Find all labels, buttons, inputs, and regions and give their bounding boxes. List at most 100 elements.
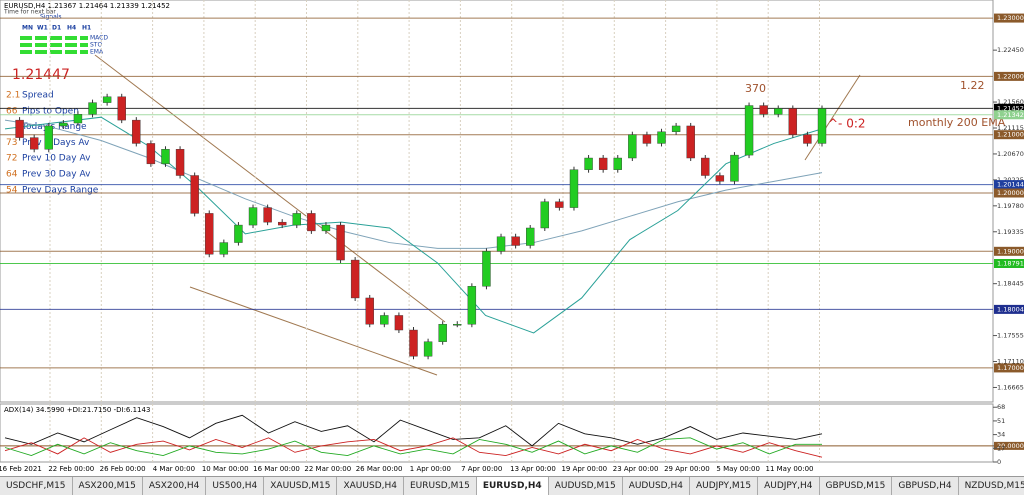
candle: [277, 221, 287, 226]
indicator: EMA: [90, 49, 104, 56]
x-tick-label: 22 Mar 00:00: [304, 465, 351, 473]
price-tag: [994, 71, 1024, 81]
tab[interactable]: ASX200,M15: [73, 477, 143, 495]
candle: [423, 341, 433, 357]
timeframe: MN: [22, 25, 33, 32]
y-tick-label: 1.19780: [997, 202, 1024, 210]
y-tick-label: 1.21560: [997, 98, 1024, 106]
candle: [759, 105, 768, 115]
candle: [496, 236, 506, 252]
y-tick-label: 1.20670: [997, 150, 1024, 158]
tab[interactable]: EURUSD,M15: [404, 477, 477, 495]
candle: [234, 224, 243, 243]
x-tick-label: 29 Apr 00:00: [664, 465, 710, 473]
candle: [526, 227, 535, 246]
tab[interactable]: US500,H4: [206, 477, 265, 495]
candle: [613, 157, 622, 170]
candle: [44, 125, 53, 150]
x-tick-label: 11 May 00:00: [765, 465, 813, 473]
tab[interactable]: XAUUSD,M15: [264, 477, 338, 495]
signals-title: Signals: [40, 14, 62, 21]
tab[interactable]: GBPUSD,H4: [892, 477, 959, 495]
price-tag: [994, 13, 1024, 23]
x-tick-label: 7 Apr 00:00: [461, 465, 502, 473]
adx-title: ADX(14) 34.5990 +DI:21.7150 -DI:6.1143: [4, 406, 150, 414]
y-tick-label: 1.21342: [997, 111, 1024, 119]
y-tick-label: 1.21115: [997, 124, 1024, 132]
y-tick-label: 20.0000: [997, 442, 1024, 450]
y-tick-label: 1.20000: [997, 189, 1024, 197]
tab[interactable]: NZDUSD,M15: [959, 477, 1024, 495]
candle: [438, 323, 447, 342]
candle: [394, 315, 404, 331]
annotation: ^- 0:2: [828, 117, 866, 131]
x-tick-label: 19 Apr 00:00: [561, 465, 607, 473]
tab[interactable]: GBPUSD,M15: [820, 477, 893, 495]
tab[interactable]: AUDJPY,H4: [758, 477, 820, 495]
timer: Time for next bar: [3, 9, 56, 16]
candle: [555, 201, 564, 208]
candle: [59, 122, 68, 127]
price-tag: [994, 258, 1024, 268]
y-tick-label: 1.18791: [997, 259, 1024, 267]
candle: [117, 96, 126, 121]
candle: [584, 157, 593, 170]
price-tag: [994, 441, 1024, 450]
indicator: MACD: [90, 35, 108, 42]
candle: [29, 137, 39, 150]
trend-lines: [94, 54, 861, 376]
candle: [321, 224, 331, 232]
candle: [350, 259, 360, 299]
x-tick-label: 4 Mar 00:00: [153, 465, 195, 473]
price-tag: [994, 304, 1024, 314]
x-tick-label: 22 Feb 00:00: [48, 465, 94, 473]
candle: [657, 131, 666, 144]
y-tick-label: 1.16665: [997, 383, 1024, 391]
candle: [540, 201, 550, 229]
candle: [817, 108, 827, 144]
candle: [803, 134, 812, 144]
candle: [569, 169, 579, 208]
tab[interactable]: ASX200,H4: [143, 477, 207, 495]
adx-line: [4, 414, 823, 447]
candle: [380, 315, 389, 325]
candle: [701, 157, 710, 176]
info-value: 72: [6, 154, 17, 164]
y-tick-label: 1.18004: [997, 305, 1024, 313]
y-tick-label: 1.20144: [997, 181, 1024, 189]
x-tick-label: 26 Mar 00:00: [356, 465, 403, 473]
tab[interactable]: AUDUSD,M15: [549, 477, 623, 495]
annotation: 1.22: [960, 79, 985, 92]
candle: [671, 125, 681, 132]
candle: [73, 114, 83, 124]
tab[interactable]: USDCHF,M15: [0, 477, 73, 495]
info-label: Prev 5 Days Av: [22, 138, 90, 148]
candle: [715, 175, 725, 182]
tab[interactable]: XAUUSD,H4: [337, 477, 404, 495]
tab-bar: USDCHF,M15 ASX200,M15 ASX200,H4 US500,H4 XAU…: [0, 476, 1024, 495]
adx-line: [4, 437, 822, 457]
price-tag: [994, 188, 1024, 198]
y-tick-label: 68: [997, 403, 1005, 411]
timeframe: D1: [52, 25, 61, 32]
candle: [307, 213, 316, 232]
candle: [774, 108, 783, 115]
timeframe: H1: [82, 25, 91, 32]
x-tick-label: 5 May 00:00: [716, 465, 760, 473]
tab[interactable]: AUDJPY,M15: [690, 477, 759, 495]
y-tick-label: 1.20225: [997, 176, 1024, 184]
y-tick-label: 1.21452: [997, 104, 1024, 112]
candle: [102, 96, 112, 103]
info-value: 2.1: [6, 91, 20, 101]
candle: [219, 242, 229, 255]
y-tick-label: 1.17000: [997, 364, 1024, 372]
tab[interactable]: EURUSD,H4: [476, 477, 549, 495]
info-label: Prev Days Range: [22, 185, 99, 195]
y-tick-label: 51: [997, 417, 1005, 425]
x-tick-label: 13 Apr 00:00: [510, 465, 556, 473]
candle: [628, 134, 637, 159]
y-tick-label: 34: [997, 431, 1005, 439]
price-tag: [994, 130, 1024, 140]
tab[interactable]: AUDUSD,H4: [623, 477, 690, 495]
annotation: monthly 200 EMA: [908, 116, 1006, 129]
